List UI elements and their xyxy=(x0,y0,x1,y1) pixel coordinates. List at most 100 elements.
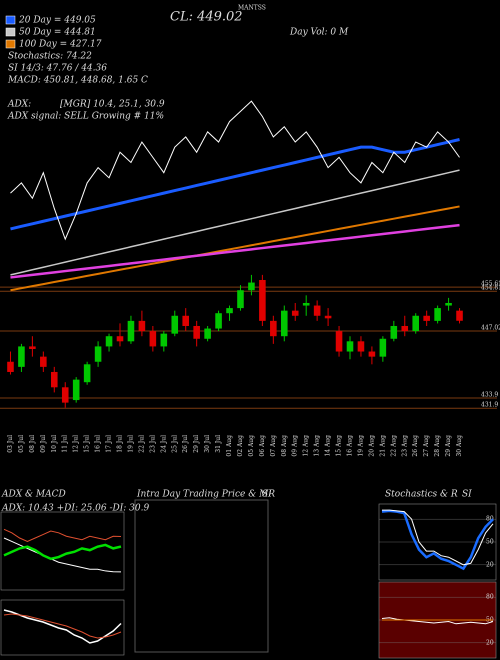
x-tick-label: 26 Jul xyxy=(182,435,189,453)
x-tick-label: 12 Aug xyxy=(303,435,310,457)
candle-body xyxy=(368,351,376,357)
series-line xyxy=(3,613,122,639)
panel xyxy=(0,511,125,591)
series-line xyxy=(3,528,122,543)
candle-body xyxy=(226,308,233,314)
candle-body xyxy=(313,305,321,316)
candle-body xyxy=(116,336,124,342)
y-tick-label: 447.02 xyxy=(481,324,500,331)
x-tick-label: 24 Jul xyxy=(160,435,167,453)
chart-title: MANTSS xyxy=(238,5,266,12)
x-tick-label: 12 Jul xyxy=(73,435,80,453)
x-tick-label: 27 Aug xyxy=(423,435,430,457)
candle-body xyxy=(434,308,441,321)
note: CL: 449.02 xyxy=(170,10,243,25)
x-tick-label: 29 Aug xyxy=(445,435,452,457)
x-tick-label: 30 Aug xyxy=(456,435,463,457)
candle-body xyxy=(105,336,113,347)
candle-body xyxy=(193,325,200,339)
series-line xyxy=(10,169,460,276)
candle-body xyxy=(259,280,266,321)
x-tick-label: 03 Jul xyxy=(7,435,14,453)
x-tick-label: 09 Jul xyxy=(40,435,47,453)
x-tick-label: 07 Aug xyxy=(270,435,277,457)
x-tick-label: 15 Jul xyxy=(84,435,91,453)
note: SI 14/3: 47.76 / 44.36 xyxy=(8,64,107,74)
note: ADX signal: SELL Growing # 11% xyxy=(7,112,164,122)
panel-title: ADX & MACD xyxy=(1,490,66,500)
series-line xyxy=(10,223,460,279)
x-tick-label: 11 Jul xyxy=(62,435,69,453)
x-tick-label: 08 Aug xyxy=(281,435,288,457)
x-tick-label: 31 Jul xyxy=(215,435,222,453)
candle-body xyxy=(72,379,80,401)
x-tick-label: 13 Aug xyxy=(314,435,321,457)
series-line xyxy=(3,543,122,561)
candle-body xyxy=(182,315,189,326)
series-line xyxy=(10,100,460,241)
intraday-title: Intra Day Trading Price & MR xyxy=(136,490,275,500)
candle-body xyxy=(423,315,430,321)
candle-body xyxy=(40,356,47,367)
x-tick-label: 10 Jul xyxy=(51,435,58,453)
x-tick-label: 22 Jul xyxy=(138,435,145,453)
candle-body xyxy=(149,331,157,347)
y-tick-label: 50 xyxy=(486,539,494,546)
panel-title: Stochastics & R xyxy=(385,490,458,500)
x-tick-label: 18 Jul xyxy=(117,435,124,453)
candle-body xyxy=(204,328,211,339)
y-tick-label: 455.61 xyxy=(481,281,500,288)
x-tick-label: 17 Jul xyxy=(106,435,113,453)
x-tick-label: 05 Aug xyxy=(248,435,255,457)
x-tick-label: 22 Aug xyxy=(390,435,397,457)
note: ADX: xyxy=(7,100,31,110)
candle-body xyxy=(171,315,179,334)
candle-body xyxy=(335,331,343,352)
x-tick-label: 16 Aug xyxy=(347,435,354,457)
candle-body xyxy=(51,371,58,388)
x-tick-label: 23 Jul xyxy=(149,435,156,453)
legend-swatch xyxy=(5,15,16,25)
panel-title: SI xyxy=(462,490,472,500)
candle-body xyxy=(160,333,168,347)
y-tick-label: 454.81 xyxy=(481,285,500,292)
candle-body xyxy=(237,290,244,309)
candle-body xyxy=(390,325,398,339)
x-tick-label: 05 Jul xyxy=(18,435,25,453)
series-line xyxy=(10,138,460,231)
note: MACD: 450.81, 448.68, 1.65 C xyxy=(7,76,148,86)
x-tick-label: 15 Aug xyxy=(336,435,343,457)
x-tick-label: 19 Jul xyxy=(127,435,134,453)
x-tick-label: 06 Aug xyxy=(259,435,266,457)
x-tick-label: 16 Jul xyxy=(95,435,102,453)
note: [MGR] 10.4, 25.1, 30.9 xyxy=(60,100,165,110)
x-tick-label: 23 Aug xyxy=(401,435,408,457)
candle-body xyxy=(94,346,102,362)
candle-body xyxy=(302,302,310,306)
y-tick-label: 433.9 xyxy=(481,392,498,399)
x-tick-label: 08 Jul xyxy=(29,435,36,453)
legend-label: 20 Day = 449.05 xyxy=(18,16,96,26)
series-line xyxy=(381,509,494,571)
x-tick-label: 25 Jul xyxy=(171,435,178,453)
candle-body xyxy=(7,361,14,372)
note: Stochastics: 74.22 xyxy=(8,52,92,62)
candle-body xyxy=(401,325,409,332)
x-tick-label: 20 Aug xyxy=(368,435,375,457)
candle-body xyxy=(379,338,387,357)
candle-body xyxy=(456,310,463,321)
candle-body xyxy=(138,320,146,332)
x-tick-label: 02 Aug xyxy=(237,435,244,457)
candle-body xyxy=(215,313,222,329)
y-tick-label: 80 xyxy=(486,516,494,523)
intraday-panel xyxy=(134,499,269,653)
candle-body xyxy=(412,315,419,332)
x-tick-label: 14 Aug xyxy=(325,435,332,457)
series-line xyxy=(382,509,494,566)
note: Day Vol: 0 M xyxy=(289,28,349,38)
y-tick-label: 431.9 xyxy=(481,402,498,409)
candle-body xyxy=(248,282,255,291)
y-tick-label: 20 xyxy=(486,561,494,568)
x-tick-label: 30 Jul xyxy=(204,435,211,453)
candle-body xyxy=(281,310,288,337)
